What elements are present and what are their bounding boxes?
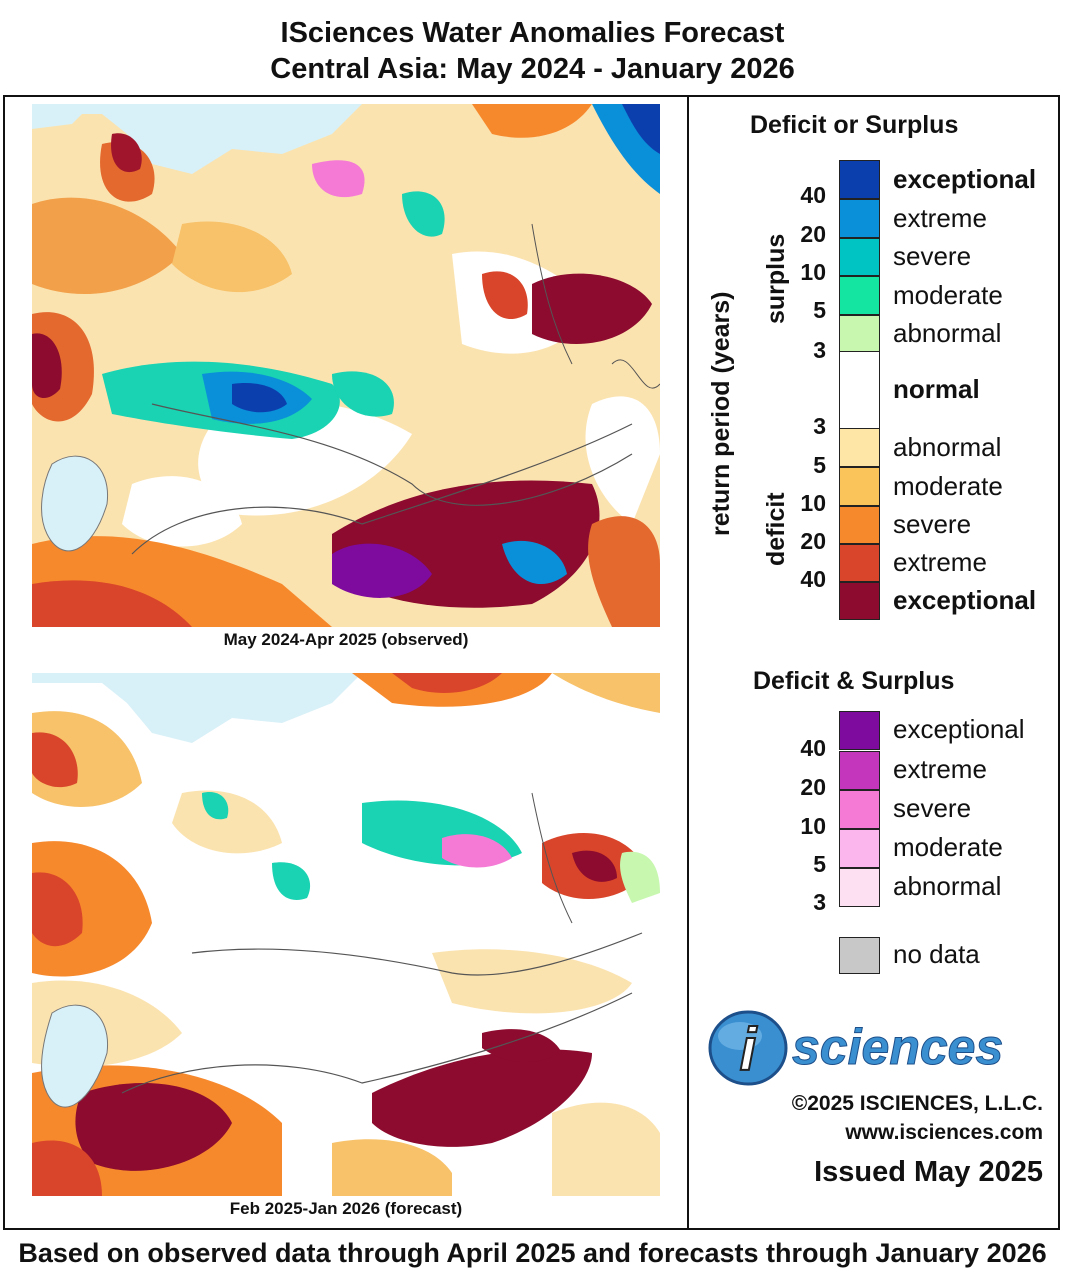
category-label-exceptional: exceptional: [893, 163, 1037, 194]
legend-deficit-or-surplus-title: Deficit or Surplus: [750, 111, 959, 139]
issued-date: Issued May 2025: [814, 1156, 1043, 1188]
surplus-return-period: 40: [800, 182, 826, 208]
deficit-return-period: 40: [800, 566, 826, 592]
swatch-moderate: [839, 467, 880, 506]
title-line-1: ISciences Water Anomalies Forecast: [280, 17, 785, 49]
return-period-axis-label: return period (years): [707, 291, 735, 536]
observed-caption: May 2024-Apr 2025 (observed): [223, 630, 469, 649]
swatch-extreme: [839, 199, 880, 238]
category-label-extreme: extreme: [893, 202, 987, 233]
category-label-moderate: moderate: [893, 470, 1003, 501]
swatch-abnormal: [839, 315, 880, 352]
combined-category-label-exceptional: exceptional: [893, 714, 1025, 744]
swatch-moderate: [839, 276, 880, 315]
legend-deficit-and-surplus-title: Deficit & Surplus: [753, 667, 955, 695]
category-label-severe: severe: [893, 241, 972, 271]
logo-wordmark: sciences: [792, 1019, 1003, 1075]
combined-return-period: 10: [800, 813, 826, 839]
category-label-severe: severe: [893, 509, 972, 539]
combined-swatch-moderate: [839, 829, 880, 868]
main-frame: [3, 95, 1060, 1230]
surplus-return-period: 10: [800, 259, 826, 285]
swatch-exceptional: [839, 582, 880, 620]
no-data-label: no data: [893, 939, 980, 969]
forecast-caption: Feb 2025-Jan 2026 (forecast): [229, 1199, 463, 1218]
combined-swatch-extreme: [839, 751, 880, 790]
category-label-normal: normal: [893, 374, 980, 404]
observed-anomaly-map: [32, 104, 660, 627]
frame-divider: [687, 95, 689, 1230]
combined-return-period: 20: [800, 774, 826, 800]
combined-return-period: 40: [800, 735, 826, 761]
deficit-return-period: 3: [813, 413, 826, 439]
website-link[interactable]: www.isciences.com: [845, 1121, 1043, 1144]
swatch-severe: [839, 506, 880, 544]
copyright: ©2025 ISCIENCES, L.L.C.: [791, 1092, 1043, 1115]
title-line-2: Central Asia: May 2024 - January 2026: [270, 53, 795, 85]
swatch-extreme: [839, 544, 880, 582]
combined-category-label-abnormal: abnormal: [893, 871, 1002, 901]
deficit-return-period: 5: [813, 452, 826, 478]
combined-swatch-abnormal: [839, 868, 880, 907]
combined-swatch-severe: [839, 790, 880, 829]
isciences-logo: i sciences: [706, 1008, 1046, 1088]
no-data-swatch: [839, 937, 880, 974]
combined-category-label-severe: severe: [893, 793, 972, 823]
combined-return-period: 3: [813, 889, 826, 915]
forecast-anomaly-map: [32, 673, 660, 1196]
swatch-abnormal: [839, 428, 880, 467]
deficit-return-period: 20: [800, 528, 826, 554]
swatch-severe: [839, 238, 880, 276]
footer-note: Based on observed data through April 202…: [18, 1238, 1047, 1268]
combined-category-label-extreme: extreme: [893, 754, 987, 784]
combined-swatch-exceptional: [839, 711, 880, 750]
combined-category-label-moderate: moderate: [893, 832, 1003, 862]
category-label-abnormal: abnormal: [893, 317, 1002, 348]
category-label-moderate: moderate: [893, 279, 1003, 310]
category-label-extreme: extreme: [893, 547, 987, 577]
swatch-exceptional: [839, 160, 880, 199]
category-label-abnormal: abnormal: [893, 431, 1002, 462]
swatch-normal: [839, 352, 880, 428]
surplus-return-period: 20: [800, 221, 826, 247]
surplus-return-period: 5: [813, 297, 826, 323]
category-label-exceptional: exceptional: [893, 585, 1037, 615]
combined-return-period: 5: [813, 851, 826, 877]
deficit-return-period: 10: [800, 490, 826, 516]
logo-letter: i: [740, 1016, 758, 1083]
surplus-return-period: 3: [813, 337, 826, 363]
